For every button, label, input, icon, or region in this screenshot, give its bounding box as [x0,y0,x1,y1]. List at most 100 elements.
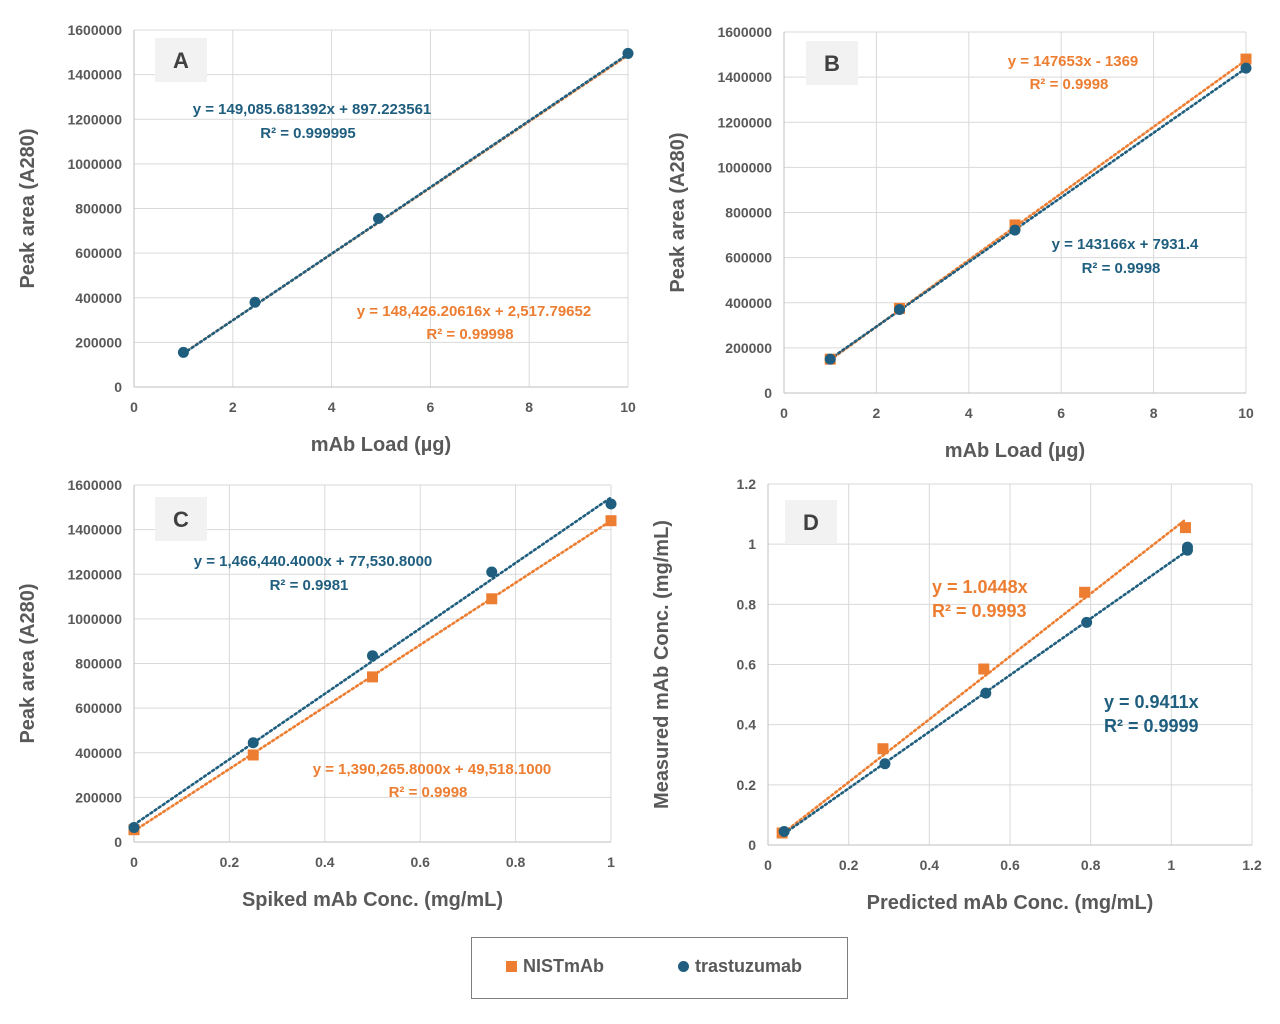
data-point-trastuzumab [1081,616,1093,628]
x-tick-label: 8 [525,399,533,415]
x-tick-label: 6 [1057,405,1065,421]
y-tick-label: 1200000 [67,111,122,127]
data-point-trastuzumab [247,737,259,749]
legend-square-marker-icon [506,961,517,972]
x-tick-label: 2 [873,405,881,421]
panel-letter: B [824,51,840,76]
y-axis-title: Measured mAb Conc. (mg/mL) [651,520,673,809]
equation-label-tras: y = 149,085.681392x + 897.223561 [193,101,432,118]
x-tick-label: 10 [1238,405,1254,421]
x-tick-label: 1.2 [1242,857,1262,873]
y-tick-label: 1000000 [67,156,122,172]
data-point-trastuzumab [128,821,140,833]
x-axis-title: Predicted mAb Conc. (mg/mL) [867,892,1154,914]
x-tick-label: 0.8 [506,854,526,870]
legend: NISTmAb trastuzumab [471,937,848,999]
y-tick-label: 0.2 [737,777,757,793]
y-tick-label: 400000 [75,745,122,761]
data-point-trastuzumab [1181,541,1193,553]
y-tick-label: 600000 [75,700,122,716]
data-point-trastuzumab [1240,62,1252,74]
data-point-trastuzumab [367,650,378,662]
y-tick-label: 1600000 [717,24,772,40]
equation-label-nist: y = 147653x - 1369 [1008,53,1139,70]
r-squared-label-nist: R² = 0.9998 [389,784,468,801]
data-point-nistmab [978,663,990,675]
y-tick-label: 600000 [75,245,122,261]
equation-label-tras: y = 143166x + 7931.4 [1052,236,1199,253]
data-point-trastuzumab [177,346,189,358]
data-point-trastuzumab [622,47,634,59]
x-tick-label: 4 [965,405,973,421]
r-squared-label-tras: R² = 0.9998 [1082,260,1161,277]
y-tick-label: 0.4 [737,717,757,733]
data-point-nistmab [605,515,617,527]
y-tick-label: 0 [114,834,122,850]
y-tick-label: 1 [748,536,756,552]
y-tick-label: 1000000 [717,159,772,175]
data-point-nistmab [247,749,259,761]
x-tick-label: 0.6 [410,854,430,870]
y-tick-label: 1000000 [67,611,122,627]
y-tick-label: 200000 [75,334,122,350]
x-tick-label: 10 [620,399,636,415]
panel-letter: A [173,48,189,73]
chart-panel-c: 0 200000 400000 600000 800000 1000000 1200000 1… [17,477,617,911]
x-tick-label: 0.2 [220,854,240,870]
data-point-nistmab [1179,522,1191,534]
y-tick-label: 0 [114,379,122,395]
data-point-trastuzumab [894,304,905,316]
panel-letter-box [155,38,207,82]
y-tick-label: 1600000 [67,477,122,493]
y-tick-label: 400000 [725,295,772,311]
y-axis-title: Peak area (A280) [667,132,689,292]
figure: 0200000400000600000800000100000012000001… [17,22,1262,914]
x-tick-label: 1 [607,854,615,870]
y-tick-label: 800000 [725,205,772,221]
x-tick-label: 2 [229,399,237,415]
x-tick-label: 4 [328,399,336,415]
x-tick-label: 0.8 [1081,857,1101,873]
x-tick-label: 0 [780,405,788,421]
x-tick-label: 0 [130,854,138,870]
legend-item-trastuzumab: trastuzumab [678,956,802,977]
x-tick-label: 1 [1167,857,1175,873]
equation-label-tras: y = 0.9411x [1104,692,1199,712]
y-tick-label: 1400000 [67,67,122,83]
y-axis-title: Peak area (A280) [17,128,39,288]
y-tick-label: 0.8 [737,596,757,612]
data-point-trastuzumab [980,687,992,699]
legend-label-nistmab: NISTmAb [523,956,604,976]
data-point-nistmab [1240,53,1252,65]
y-tick-label: 800000 [75,656,122,672]
panel-letter-box [785,500,837,544]
x-axis-title: mAb Load (µg) [945,440,1085,462]
r-squared-label-nist: R² = 0.9998 [1030,76,1109,93]
x-tick-label: 0 [764,857,772,873]
data-point-nistmab [486,593,498,605]
y-tick-label: 1.2 [737,476,757,492]
x-tick-label: 6 [427,399,435,415]
data-point-nistmab [1079,586,1091,598]
data-point-trastuzumab [486,566,498,578]
data-point-trastuzumab [373,213,385,225]
equation-label-nist: y = 148,426.20616x + 2,517.79652 [357,303,591,320]
equation-label-tras: y = 1,466,440.4000x + 77,530.8000 [194,553,433,570]
r-squared-label-nist: R² = 0.99998 [426,326,513,343]
x-tick-label: 0 [130,399,138,415]
y-tick-label: 1200000 [67,566,122,582]
panel-letter-box [155,497,207,541]
x-tick-label: 8 [1150,405,1158,421]
panel-letter-box [806,41,858,85]
x-tick-label: 0.4 [315,854,335,870]
r-squared-label-nist: R² = 0.9993 [932,601,1027,621]
y-tick-label: 400000 [75,290,122,306]
y-tick-label: 600000 [725,250,772,266]
y-tick-label: 200000 [725,340,772,356]
data-point-trastuzumab [1009,224,1021,236]
chart-panel-b: 0 200000 400000 600000 800000 1000000 1200000 1… [667,24,1254,462]
x-tick-label: 0.4 [920,857,940,873]
y-tick-label: 1600000 [67,22,122,38]
chart-panel-a: 0 200000 400000 600000 800000 1000000 1200000 1… [17,22,636,456]
x-tick-label: 0.6 [1000,857,1020,873]
